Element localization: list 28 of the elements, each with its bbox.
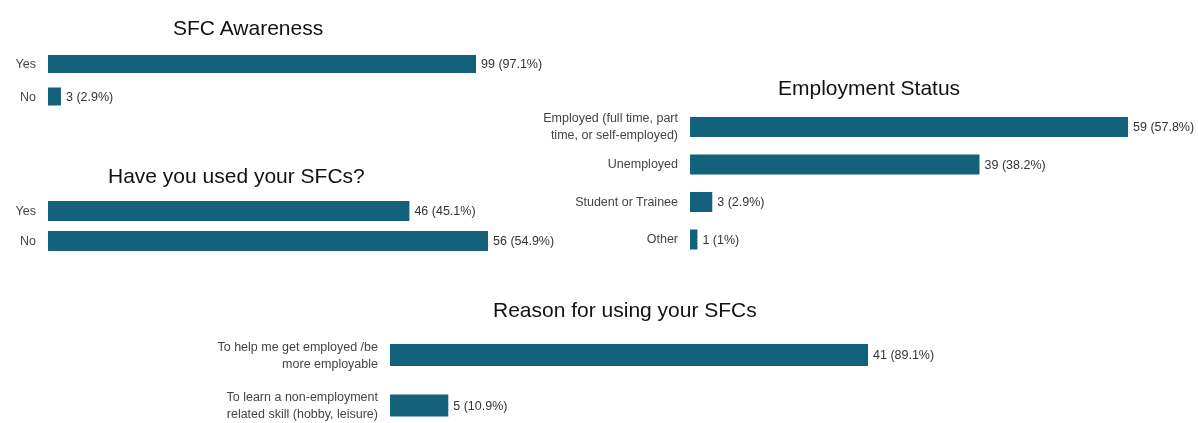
data-label: 56 (54.9%) <box>493 234 555 249</box>
chart-title: SFC Awareness <box>172 15 325 41</box>
bar <box>690 192 713 212</box>
data-label: 3 (2.9%) <box>717 195 765 210</box>
data-label: 41 (89.1%) <box>873 348 935 363</box>
y-tick-label: To learn a non-employment related skill (hobby, leisure) <box>226 390 379 422</box>
data-label: 5 (10.9%) <box>453 398 508 413</box>
y-tick-label: Other <box>646 232 678 247</box>
bar <box>690 229 698 250</box>
chart-title: Employment Status <box>778 76 961 99</box>
data-label: 1 (1%) <box>702 232 740 247</box>
data-label: 46 (45.1%) <box>414 204 476 219</box>
y-tick-label: No <box>20 89 37 104</box>
bar <box>690 154 980 175</box>
data-label: 99 (97.1%) <box>481 57 543 72</box>
data-label: 3 (2.9%) <box>65 89 114 104</box>
chart-title: Have you used your SFCs? <box>107 163 366 189</box>
y-tick-label: Unemployed <box>607 157 679 172</box>
y-tick-label: To help me get employed /be more employable <box>217 339 379 371</box>
bar <box>690 117 1128 137</box>
y-tick-label: Yes <box>15 57 36 72</box>
y-tick-label: Employed (full time, part time, or self-employed) <box>543 111 679 143</box>
y-tick-label: No <box>20 234 37 248</box>
y-tick-label: Yes <box>15 204 36 218</box>
y-tick-label: Student or Trainee <box>575 194 679 209</box>
data-label: 59 (57.8%) <box>1133 120 1195 135</box>
data-label: 39 (38.2%) <box>984 157 1046 172</box>
chart-title: Reason for using your SFCs <box>492 297 758 323</box>
